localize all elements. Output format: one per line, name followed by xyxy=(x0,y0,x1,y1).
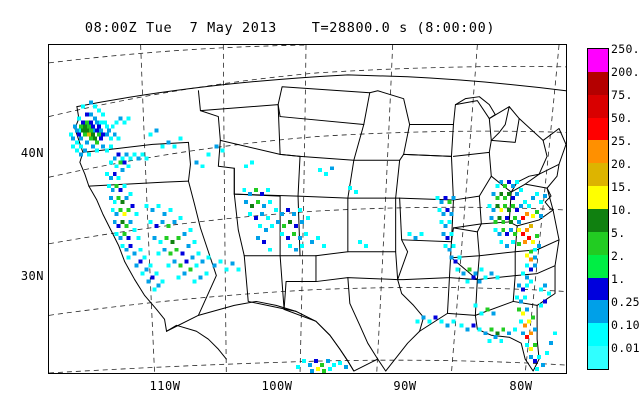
colorbar-band-20 xyxy=(588,163,608,187)
x-axis-tick-100w: 100W xyxy=(261,379,293,393)
colorbar-label-2: 2. xyxy=(611,249,626,263)
colorbar-label-25: 25. xyxy=(611,134,633,148)
colorbar-label-10: 10. xyxy=(611,203,633,217)
colorbar-label-50: 50. xyxy=(611,111,633,125)
colorbar-label-010: 0.10 xyxy=(611,318,640,332)
x-axis-tick-90w: 90W xyxy=(393,379,417,393)
precip-cluster-southern-plains xyxy=(296,231,424,373)
colorbar-label-250: 250. xyxy=(611,42,640,56)
colorbar-band-1 xyxy=(588,277,608,301)
precip-cluster-california xyxy=(104,172,165,292)
y-axis-tick-40n: 40N xyxy=(20,146,44,160)
colorbar-band-2 xyxy=(588,254,608,278)
colorbar-label-025: 0.25 xyxy=(611,295,640,309)
precip-cluster-high-plains xyxy=(148,128,358,195)
precipitation-field xyxy=(68,100,558,373)
colorbar-band-50 xyxy=(588,117,608,141)
colorbar-band-200 xyxy=(588,71,608,95)
colorbar-label-75: 75. xyxy=(611,88,633,102)
colorbar-tick-labels: 250. 200. 75. 50. 25. 20. 15. 10. 5. 2. … xyxy=(611,43,640,370)
colorbar xyxy=(587,48,609,370)
colorbar-label-1: 1. xyxy=(611,272,626,286)
political-boundaries xyxy=(74,74,566,372)
precip-cluster-front-range xyxy=(256,208,326,252)
colorbar-band-15 xyxy=(588,186,608,210)
colorbar-band-25 xyxy=(588,140,608,164)
colorbar-label-001: 0.01 xyxy=(611,341,640,355)
colorbar-band-010 xyxy=(588,323,608,347)
map-plot-area xyxy=(48,44,567,374)
precip-cluster-mississippi-valley xyxy=(435,196,500,284)
precip-cluster-pacific-northwest xyxy=(68,100,131,157)
precip-cluster-mid-atlantic xyxy=(487,180,548,248)
colorbar-band-5 xyxy=(588,231,608,255)
precip-cluster-great-basin xyxy=(144,204,241,284)
figure-title: 08:00Z Tue 7 May 2013 T=28800.0 s (8:00:… xyxy=(84,20,496,36)
colorbar-band-001 xyxy=(588,346,608,370)
colorbar-label-15: 15. xyxy=(611,180,633,194)
colorbar-band-250 xyxy=(588,49,608,72)
precip-cluster-four-corners xyxy=(242,188,275,232)
map-canvas xyxy=(49,45,566,373)
graticule xyxy=(49,45,566,373)
y-axis-tick-30n: 30N xyxy=(20,269,44,283)
precip-cluster-northern-rockies xyxy=(108,152,149,173)
x-axis-tick-110w: 110W xyxy=(149,379,181,393)
colorbar-band-75 xyxy=(588,94,608,118)
colorbar-label-20: 20. xyxy=(611,157,633,171)
colorbar-label-200: 200. xyxy=(611,65,640,79)
colorbar-band-10 xyxy=(588,209,608,232)
x-axis-tick-80w: 80W xyxy=(509,379,533,393)
precip-cluster-gulf-coast xyxy=(415,303,518,344)
colorbar-label-5: 5. xyxy=(611,226,626,240)
colorbar-band-025 xyxy=(588,300,608,324)
precip-cluster-atlantic-coast xyxy=(515,243,558,372)
